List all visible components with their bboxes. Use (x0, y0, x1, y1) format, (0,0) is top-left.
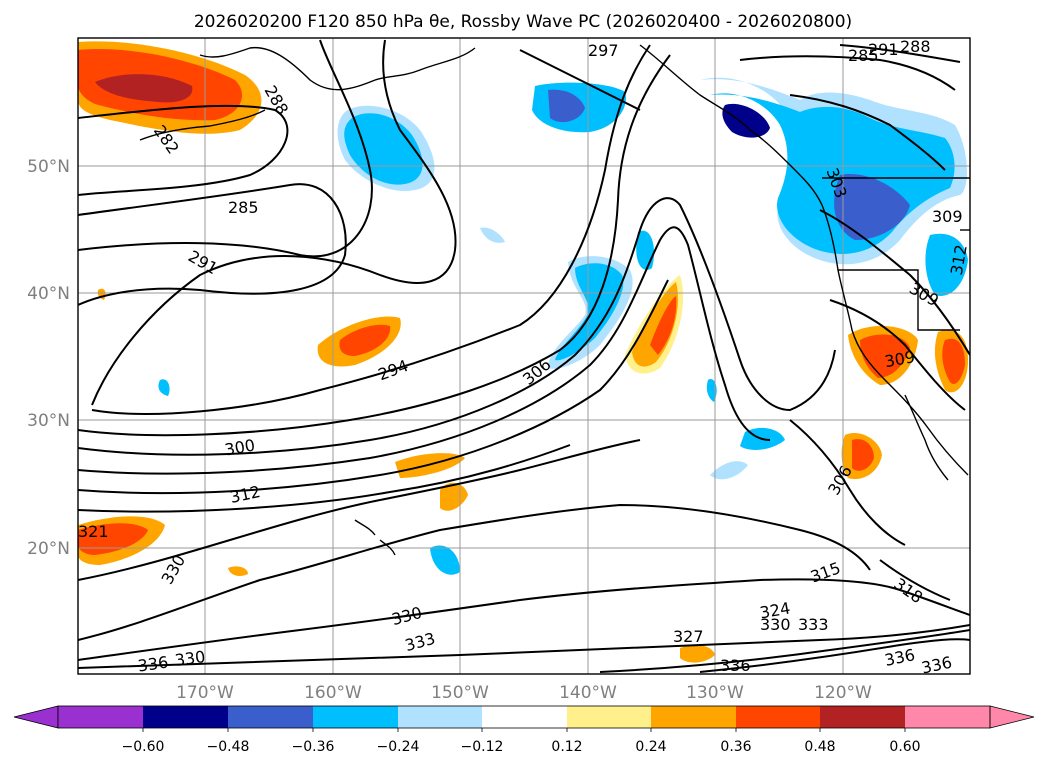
contour-label: 291 (868, 40, 899, 59)
contour-label: 330 (760, 615, 791, 634)
colorbar: −0.60 −0.48 −0.36 −0.24 −0.12 0.12 0.24 … (13, 705, 1035, 755)
map-frame (77, 37, 971, 675)
colorbar-tick-label: 0.24 (635, 739, 666, 755)
contour-label: 297 (588, 41, 619, 60)
contour-label: 309 (932, 207, 963, 226)
colorbar-bin (905, 706, 990, 728)
lat-tick-label: 20°N (27, 539, 70, 559)
contour-label: 327 (673, 627, 704, 646)
lat-tick-label: 50°N (27, 157, 70, 177)
lon-tick-label: 160°W (304, 683, 362, 703)
lat-tick-label: 40°N (27, 284, 70, 304)
contour-label: 333 (798, 615, 829, 634)
lon-tick-label: 140°W (559, 683, 617, 703)
theta-e-contours (78, 39, 970, 673)
contour-label: 321 (78, 522, 109, 541)
contour-label: 336 (137, 653, 170, 676)
anomaly-fills (78, 41, 968, 663)
lon-tick-label: 120°W (814, 683, 872, 703)
longitude-ticks: 170°W 160°W 150°W 140°W 130°W 120°W (176, 683, 872, 703)
colorbar-tick-label: −0.24 (377, 739, 420, 755)
contour-label: 285 (228, 198, 259, 217)
contour-label: 288 (900, 37, 931, 56)
lon-tick-label: 130°W (686, 683, 744, 703)
colorbar-tick-label: −0.60 (122, 739, 165, 755)
latitude-ticks: 50°N 40°N 30°N 20°N (27, 157, 70, 559)
colorbar-tick-label: 0.60 (889, 739, 920, 755)
coastlines (139, 44, 970, 556)
colorbar-tick-label: −0.12 (461, 739, 504, 755)
lat-tick-label: 30°N (27, 411, 70, 431)
contour-label: 285 (848, 46, 879, 65)
colorbar-bin (736, 706, 820, 728)
contour-label: 312 (947, 243, 971, 276)
map-panel: 297 291 288 285 288 282 285 291 294 306 … (78, 37, 971, 678)
colorbar-bin (482, 706, 567, 728)
colorbar-bin (651, 706, 736, 728)
colorbar-extend-low (13, 705, 59, 729)
graticule (78, 38, 970, 674)
colorbar-bin (58, 706, 143, 728)
lon-tick-label: 170°W (176, 683, 234, 703)
colorbar-bin (228, 706, 313, 728)
contour-label: 336 (920, 653, 954, 678)
colorbar-bin (567, 706, 651, 728)
colorbar-tick-label: −0.36 (292, 739, 335, 755)
colorbar-bin (143, 706, 228, 728)
colorbar-tick-label: −0.48 (207, 739, 250, 755)
lon-tick-label: 150°W (431, 683, 489, 703)
colorbar-bin (820, 706, 905, 728)
colorbar-bin (398, 706, 482, 728)
colorbar-tick-label: 0.48 (804, 739, 835, 755)
contour-label: 330 (174, 647, 207, 670)
colorbar-extend-high (989, 705, 1035, 729)
colorbar-bin (313, 706, 398, 728)
contour-label: 336 (720, 656, 751, 675)
colorbar-tick-label: 0.12 (551, 739, 582, 755)
colorbar-tick-label: 0.36 (720, 739, 751, 755)
map-title: 2026020200 F120 850 hPa θe, Rossby Wave … (194, 12, 852, 32)
